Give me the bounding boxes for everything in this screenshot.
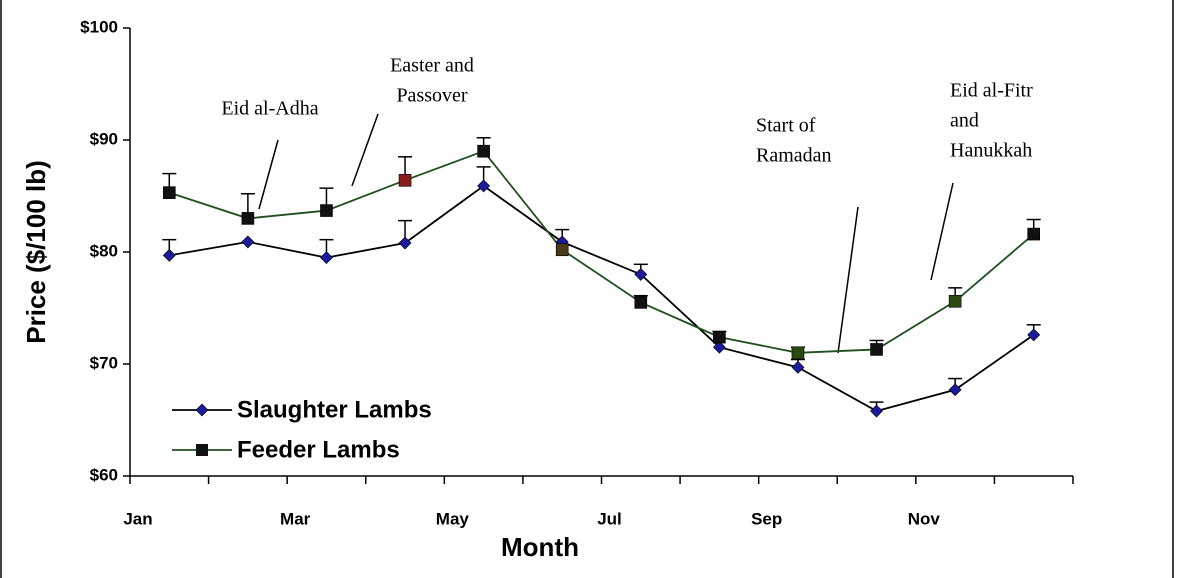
annotation: and xyxy=(950,110,979,132)
y-tick-label: $100 xyxy=(80,17,118,36)
annotation: Passover xyxy=(396,85,467,107)
square-marker xyxy=(948,294,962,308)
annotation-arrows xyxy=(258,113,954,354)
arrow xyxy=(258,139,279,210)
square-marker xyxy=(398,174,412,187)
diamond-marker xyxy=(791,360,805,374)
x-tick-label: Jul xyxy=(597,509,622,528)
diamond-marker xyxy=(634,267,648,281)
diamond-marker xyxy=(1027,328,1041,342)
square-marker xyxy=(634,296,648,309)
legend-marker xyxy=(195,403,209,417)
series-line xyxy=(169,184,1035,413)
diamond-marker xyxy=(477,179,491,193)
diamond-marker xyxy=(948,383,962,397)
x-tick-label: Jan xyxy=(123,509,152,528)
legend-marker xyxy=(196,444,208,456)
legend-label: Feeder Lambs xyxy=(237,436,400,463)
arrow xyxy=(351,113,379,187)
diamond-marker xyxy=(320,251,333,265)
x-axis-title: Month xyxy=(501,532,579,562)
diamond-marker xyxy=(162,248,176,262)
diamond-marker xyxy=(712,340,726,354)
diamond-marker xyxy=(398,236,412,250)
y-tick-label: $80 xyxy=(90,241,118,260)
square-marker xyxy=(320,204,333,217)
annotation: Eid al-Fitr xyxy=(950,80,1033,102)
diamond-marker xyxy=(870,404,883,418)
square-marker xyxy=(870,343,883,356)
square-marker xyxy=(713,330,726,344)
y-tick-label: $70 xyxy=(90,353,118,372)
square-marker xyxy=(791,346,805,360)
y-tick-label: $90 xyxy=(90,129,118,148)
annotation: Hanukkah xyxy=(950,140,1032,162)
series-line xyxy=(169,150,1035,354)
square-marker xyxy=(1027,227,1041,241)
square-marker xyxy=(477,144,490,158)
x-tick-label: Mar xyxy=(280,509,311,528)
diamond-marker xyxy=(241,235,255,249)
x-tick-label: Nov xyxy=(908,509,941,528)
annotation: Eid al-Adha xyxy=(221,98,318,120)
annotation: Ramadan xyxy=(756,145,832,167)
y-axis-title: Price ($/100 lb) xyxy=(21,160,51,344)
square-marker xyxy=(162,186,176,199)
annotation: Easter and xyxy=(390,55,474,77)
x-tick-label: Sep xyxy=(751,509,782,528)
y-tick-label: $60 xyxy=(90,465,118,484)
x-tick-label: May xyxy=(436,509,470,528)
annotation: Start of xyxy=(756,115,816,137)
legend-label: Slaughter Lambs xyxy=(237,396,432,423)
square-marker xyxy=(241,212,255,225)
arrow xyxy=(930,182,954,281)
arrow xyxy=(837,206,859,354)
square-marker xyxy=(555,243,569,257)
